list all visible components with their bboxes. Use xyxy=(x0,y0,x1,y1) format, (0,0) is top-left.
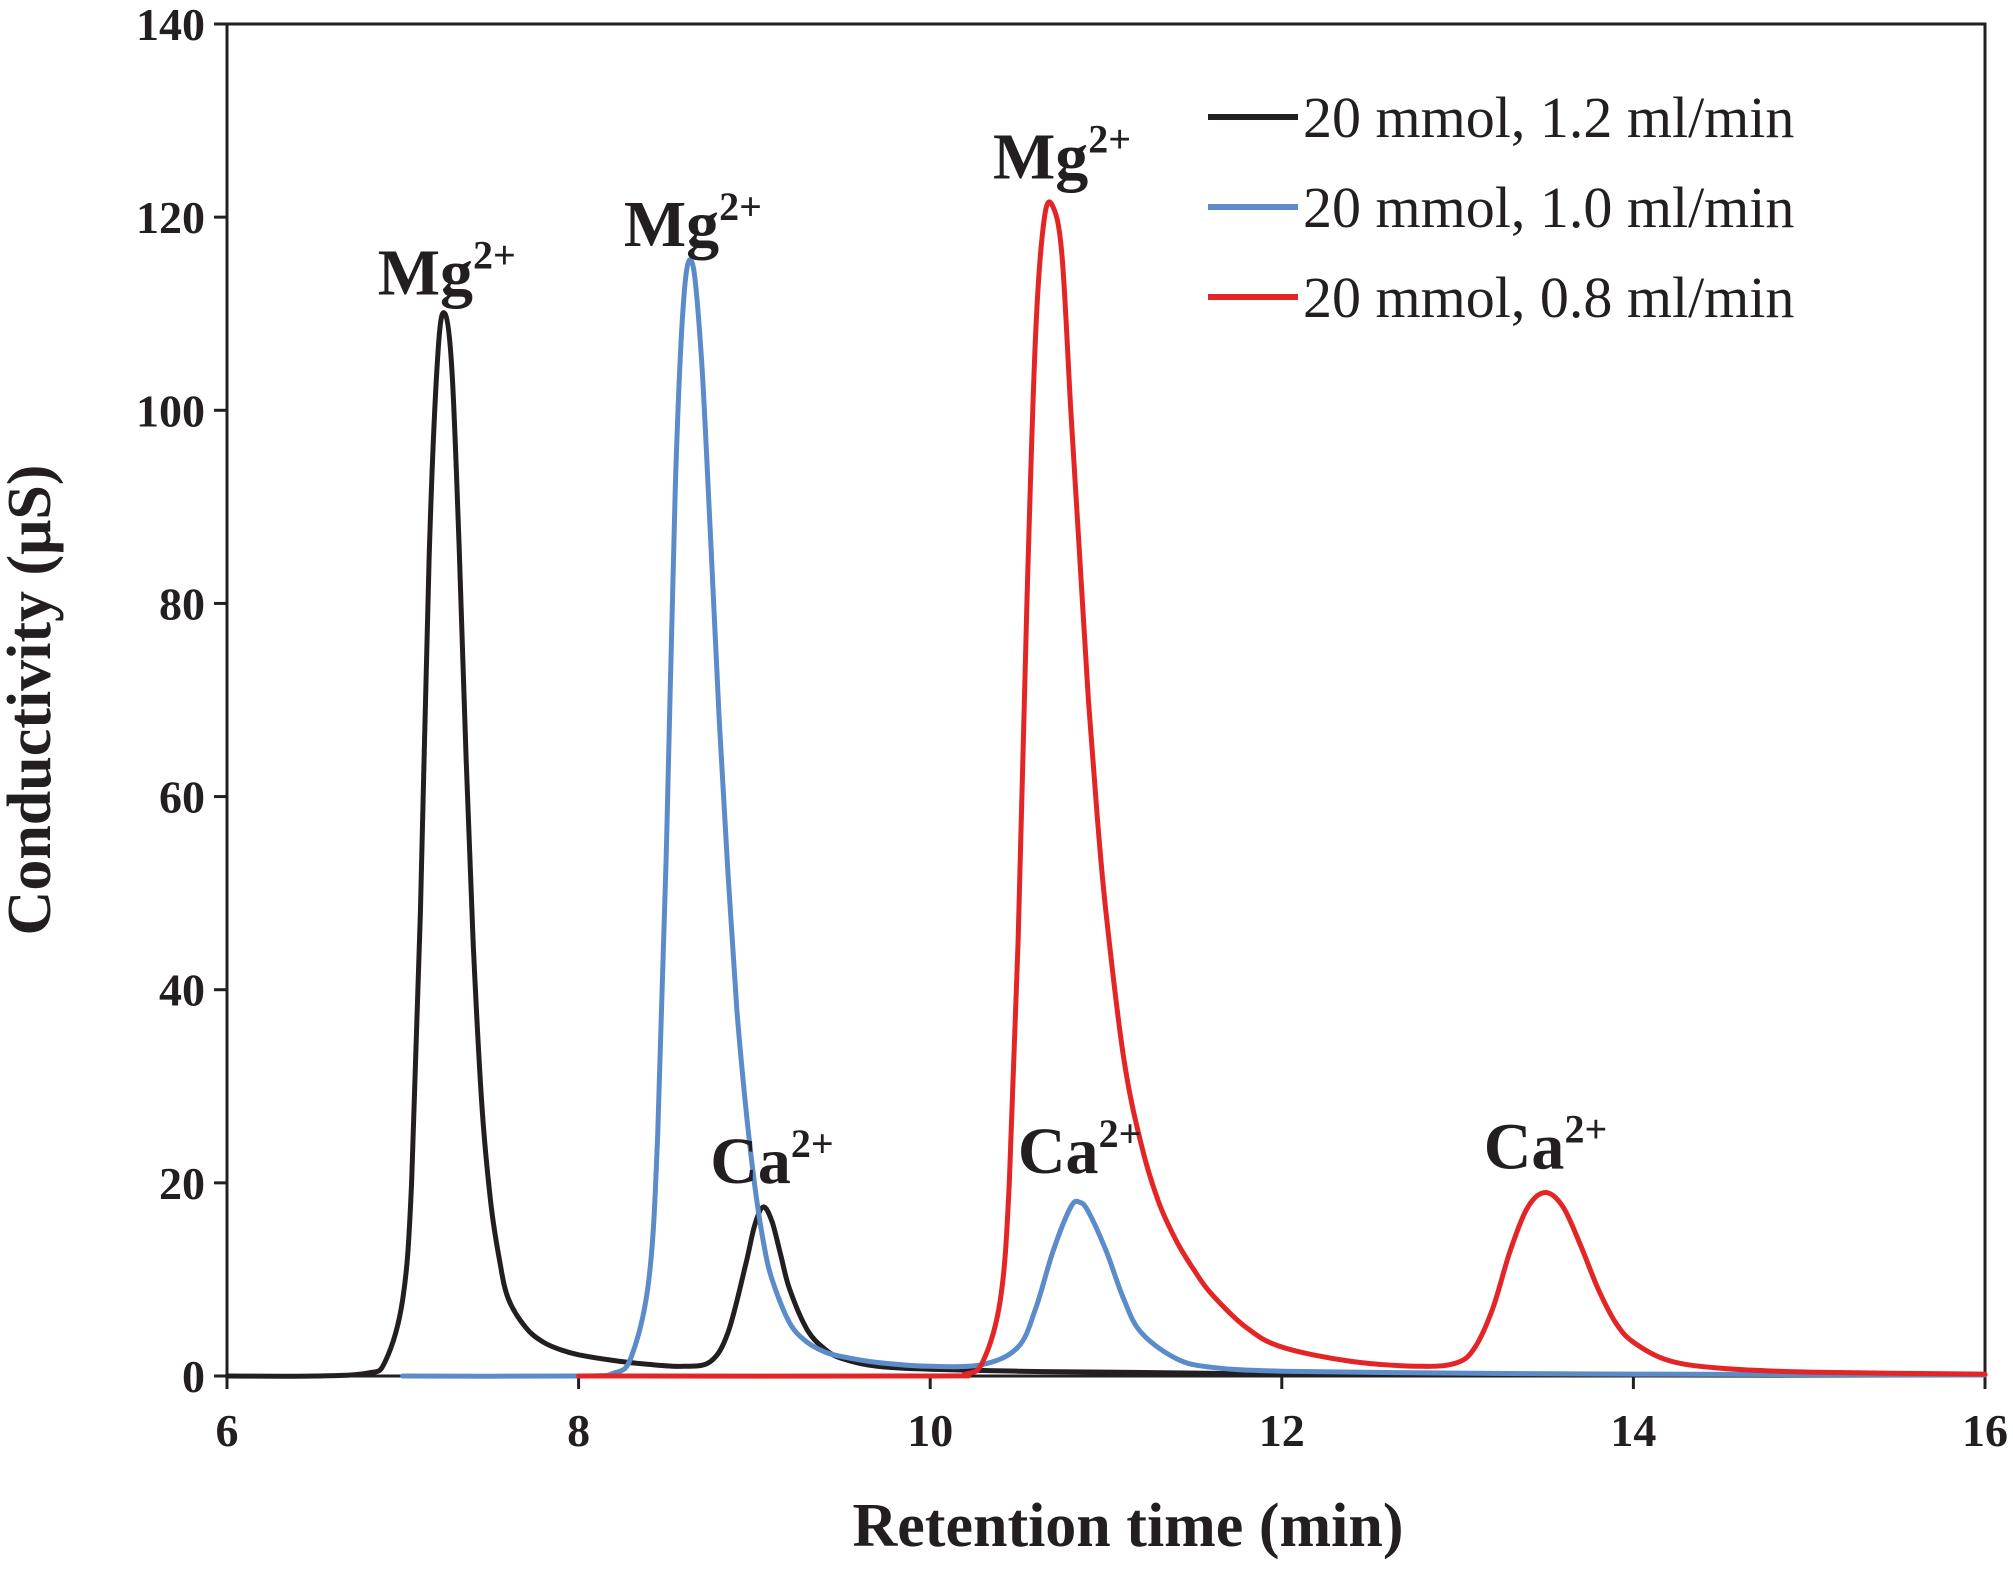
plot-area-frame xyxy=(225,22,1987,1378)
series-line-1.0-ml-min xyxy=(400,257,1988,1379)
y-axis-ticks: 0 20 40 60 80 100 120 140 xyxy=(136,0,227,1402)
peak-label: Ca2+ xyxy=(1018,1111,1141,1188)
legend-label-0.8: 20 mmol, 0.8 ml/min xyxy=(1303,265,1794,330)
peak-annotations: Mg2+ Mg2+Mg2+Ca2+ Ca2+ Ca2+ xyxy=(378,117,1608,1198)
peak-label-ion: Mg xyxy=(993,121,1088,194)
peak-label-charge: 2+ xyxy=(719,184,762,229)
legend: 20 mmol, 1.2 ml/min 20 mmol, 1.0 ml/min … xyxy=(1208,85,1794,330)
x-axis-ticks: 6 8 10 12 14 16 xyxy=(216,1376,2008,1456)
y-axis-title: Conductivity (μS) xyxy=(0,465,64,936)
peak-label: Mg2+ xyxy=(624,184,762,261)
y-tick-label: 0 xyxy=(182,1351,205,1402)
y-tick-label: 80 xyxy=(159,578,205,629)
legend-label-1.2: 20 mmol, 1.2 ml/min xyxy=(1303,85,1794,150)
peak-label-charge: 2+ xyxy=(1099,1111,1142,1156)
y-tick-label: 140 xyxy=(136,0,205,50)
series-layer xyxy=(224,199,1988,1379)
peak-label-charge: 2+ xyxy=(473,232,516,277)
peak-label-ion: Mg xyxy=(378,236,473,309)
peak-label-charge: 2+ xyxy=(1564,1106,1607,1151)
x-tick-label: 16 xyxy=(1962,1405,2008,1456)
series-line-1.2-ml-min xyxy=(224,310,1988,1379)
peak-label: Ca2+ xyxy=(710,1121,833,1198)
x-tick-label: 12 xyxy=(1259,1405,1305,1456)
peak-label-ion: Ca xyxy=(710,1125,791,1198)
peak-label-charge: 2+ xyxy=(791,1121,834,1166)
peak-label-ion: Mg xyxy=(624,188,719,261)
peak-label: Ca2+ xyxy=(1484,1106,1607,1183)
peak-label-ion: Ca xyxy=(1018,1115,1099,1188)
x-axis-title: Retention time (min) xyxy=(853,1492,1404,1560)
peak-label: Mg2+ xyxy=(378,232,516,309)
x-tick-label: 10 xyxy=(907,1405,953,1456)
y-tick-label: 100 xyxy=(136,385,205,436)
x-tick-label: 14 xyxy=(1610,1405,1656,1456)
peak-label-ion: Ca xyxy=(1484,1110,1565,1183)
x-tick-label: 6 xyxy=(216,1405,239,1456)
y-tick-label: 120 xyxy=(136,192,205,243)
series-line-0.8-ml-min xyxy=(576,199,1988,1379)
peak-label-charge: 2+ xyxy=(1088,117,1131,162)
y-tick-label: 20 xyxy=(159,1158,205,1209)
y-tick-label: 40 xyxy=(159,965,205,1016)
peak-label: Mg2+ xyxy=(993,117,1131,194)
x-tick-label: 8 xyxy=(567,1405,590,1456)
y-tick-label: 60 xyxy=(159,772,205,823)
legend-label-1.0: 20 mmol, 1.0 ml/min xyxy=(1303,175,1794,240)
